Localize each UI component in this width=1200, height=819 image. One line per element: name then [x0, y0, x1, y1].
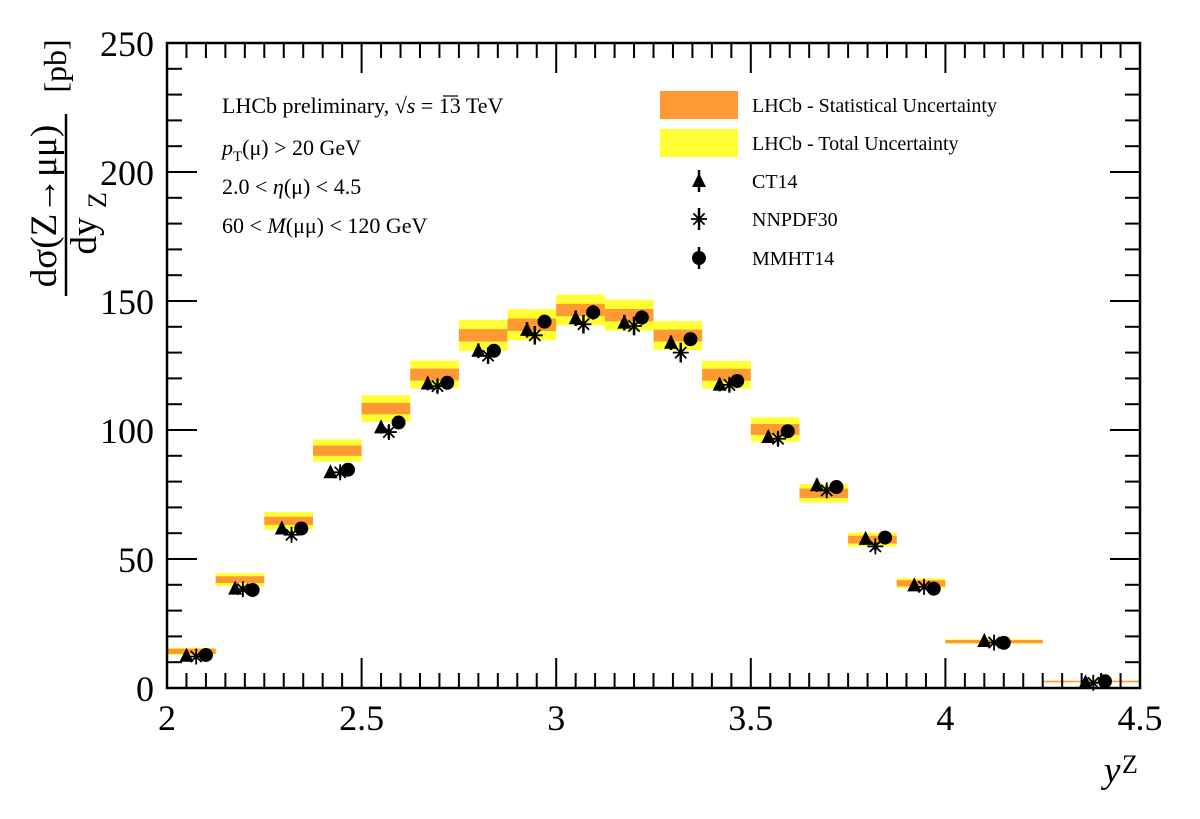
legend: LHCb - Statistical Uncertainty LHCb - Tot…	[660, 91, 997, 270]
mmht14-marker	[340, 462, 355, 477]
annotation-eta-cut: 2.0 < η(μ) < 4.5	[222, 174, 361, 199]
nnpdf30-marker	[915, 578, 932, 595]
x-tick-label: 2	[158, 698, 176, 738]
stat-uncertainty-band	[312, 445, 362, 456]
mmht14-marker	[440, 375, 455, 390]
legend-swatch	[660, 129, 738, 157]
y-tick-label: 150	[100, 282, 154, 322]
legend-swatch	[660, 91, 738, 119]
x-tick-label: 4.5	[1118, 698, 1163, 738]
annotation-pt-cut: pT(μ) > 20 GeV	[220, 135, 361, 165]
mmht14-marker	[692, 251, 706, 265]
mmht14-marker	[586, 305, 601, 320]
ct14-marker	[228, 580, 243, 595]
mmht14-marker	[537, 314, 552, 329]
stat-uncertainty-band	[264, 516, 313, 525]
stat-uncertainty-band	[458, 329, 508, 342]
lhcb-bands	[167, 294, 1140, 683]
mmht14-marker	[996, 635, 1011, 650]
ct14-marker	[374, 419, 389, 434]
mmht14-marker	[198, 647, 213, 662]
ct14-marker	[907, 577, 922, 592]
y-tick-label: 50	[118, 540, 154, 580]
ct14-marker	[977, 633, 992, 648]
y-tick-label: 250	[100, 24, 154, 64]
mmht14-marker	[294, 521, 309, 536]
nnpdf30-marker	[672, 344, 689, 361]
y-tick-label: 100	[100, 411, 154, 451]
mmht14-marker	[634, 310, 649, 325]
nnpdf30-marker	[526, 327, 543, 344]
legend-label: LHCb - Statistical Uncertainty	[752, 95, 997, 117]
ct14-marker	[520, 321, 535, 336]
y-tick-label: 0	[136, 669, 154, 709]
nnpdf30-marker	[691, 211, 707, 227]
mmht14-marker	[780, 424, 795, 439]
x-axis-label-sub: Z	[1122, 750, 1138, 779]
legend-item: MMHT14	[692, 247, 834, 270]
mmht14-marker	[391, 415, 406, 430]
axis-ticks	[166, 42, 1141, 689]
ct14-marker	[471, 342, 486, 357]
x-axis-label: y	[1100, 750, 1121, 791]
stat-uncertainty-band	[653, 329, 703, 342]
stat-uncertainty-band	[750, 424, 800, 435]
nnpdf30-marker	[380, 424, 397, 441]
stat-uncertainty-band	[702, 368, 751, 381]
legend-label: MMHT14	[752, 248, 834, 270]
x-tick-label: 2.5	[339, 698, 384, 738]
y-axis-label-denominator: dy	[64, 217, 105, 255]
ct14-marker	[858, 530, 873, 545]
legend-label: CT14	[752, 171, 798, 193]
theory-points	[179, 305, 1112, 691]
y-axis-label-numerator: dσ(Z→μμ)	[24, 125, 65, 287]
ct14-marker	[712, 376, 727, 391]
ct14-marker	[692, 173, 706, 187]
mmht14-marker	[829, 480, 844, 495]
mmht14-marker	[926, 581, 941, 596]
nnpdf30-marker	[188, 648, 205, 665]
mmht14-marker	[245, 582, 260, 597]
mmht14-marker	[878, 530, 893, 545]
y-axis-label-unit: [pb]	[37, 39, 73, 92]
x-tick-label: 4	[936, 698, 954, 738]
x-tick-label: 3	[547, 698, 565, 738]
ct14-marker	[323, 464, 338, 479]
annotation-experiment: LHCb preliminary, √s = 13 TeV	[222, 93, 504, 118]
mmht14-marker	[486, 343, 501, 358]
legend-item: LHCb - Total Uncertainty	[660, 129, 959, 157]
legend-item: NNPDF30	[691, 208, 838, 231]
ct14-marker	[664, 334, 679, 349]
ct14-marker	[274, 520, 289, 535]
nnpdf30-marker	[867, 538, 884, 555]
stat-uncertainty-band	[215, 576, 265, 583]
y-tick-label: 200	[100, 153, 154, 193]
mmht14-marker	[683, 332, 698, 347]
ct14-marker	[179, 647, 194, 662]
nnpdf30-marker	[575, 316, 592, 333]
stat-uncertainty-band	[848, 535, 897, 544]
stat-uncertainty-band	[361, 402, 411, 415]
annotation-mass-cut: 60 < M(μμ) < 120 GeV	[222, 213, 428, 238]
y-axis-label-denominator-sub: Z	[83, 192, 112, 208]
nnpdf30-marker	[986, 634, 1003, 651]
annotation-block: LHCb preliminary, √s = 13 TeV pT(μ) > 20…	[220, 93, 504, 238]
y-axis-label: dσ(Z→μμ) dy Z [pb]	[24, 39, 112, 296]
legend-item: CT14	[692, 170, 798, 193]
mmht14-marker	[1097, 674, 1112, 689]
axis-tick-labels: 2 2.5 3 3.5 4 4.5 0 50 100 150 200 250	[100, 24, 1163, 738]
legend-label: NNPDF30	[752, 209, 838, 231]
mmht14-marker	[730, 373, 745, 388]
stat-uncertainty-band	[410, 368, 459, 381]
ct14-marker	[809, 477, 824, 492]
legend-item: LHCb - Statistical Uncertainty	[660, 91, 997, 119]
legend-label: LHCb - Total Uncertainty	[752, 133, 959, 155]
x-tick-label: 3.5	[728, 698, 773, 738]
nnpdf30-marker	[770, 430, 787, 447]
